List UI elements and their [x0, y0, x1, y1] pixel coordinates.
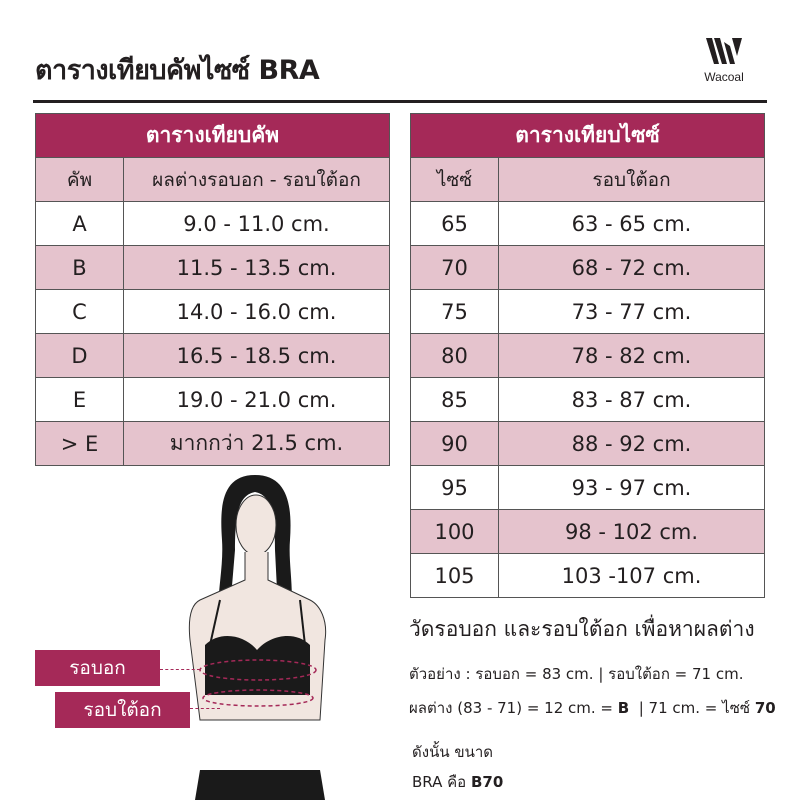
underbust-cell: 73 - 77 cm.: [498, 289, 765, 334]
column-header: คัพ: [35, 157, 124, 202]
table-row: C 14.0 - 16.0 cm.: [35, 289, 390, 334]
diff-cell: 9.0 - 11.0 cm.: [123, 201, 390, 246]
diff-cell: มากกว่า 21.5 cm.: [123, 421, 390, 466]
table-row: 90 88 - 92 cm.: [410, 421, 765, 466]
underbust-pointer-line: [190, 708, 220, 709]
conclusion-text: BRA คือ: [412, 773, 471, 791]
size-cell: 95: [410, 465, 499, 510]
wacoal-w-logo-icon: [706, 38, 742, 64]
cup-cell: A: [35, 201, 124, 246]
bust-pointer-line: [160, 669, 200, 670]
column-header: ไซซ์: [410, 157, 499, 202]
diff-cell: 14.0 - 16.0 cm.: [123, 289, 390, 334]
cup-cell: E: [35, 377, 124, 422]
size-cell: 85: [410, 377, 499, 422]
underbust-cell: 83 - 87 cm.: [498, 377, 765, 422]
instructions-heading: วัดรอบอก และรอบใต้อก เพื่อหาผลต่าง: [409, 617, 755, 641]
table-row: E 19.0 - 21.0 cm.: [35, 377, 390, 422]
table-row: 70 68 - 72 cm.: [410, 245, 765, 290]
underbust-cell: 88 - 92 cm.: [498, 421, 765, 466]
cup-table-title: ตารางเทียบคัพ: [35, 113, 390, 158]
table-row: 85 83 - 87 cm.: [410, 377, 765, 422]
size-comparison-table: ตารางเทียบไซซ์ ไซซ์ รอบใต้อก 65 63 - 65 c…: [410, 113, 765, 598]
size-cell: 65: [410, 201, 499, 246]
table-row: 65 63 - 65 cm.: [410, 201, 765, 246]
underbust-cell: 98 - 102 cm.: [498, 509, 765, 554]
cup-comparison-table: ตารางเทียบคัพ คัพ ผลต่างรอบอก - รอบใต้อก…: [35, 113, 390, 466]
table-row: 80 78 - 82 cm.: [410, 333, 765, 378]
underbust-cell: 103 -107 cm.: [498, 553, 765, 598]
cup-cell: C: [35, 289, 124, 334]
size-cell: 105: [410, 553, 499, 598]
diff-size: 70: [754, 699, 776, 717]
diff-cell: 19.0 - 21.0 cm.: [123, 377, 390, 422]
size-cell: 80: [410, 333, 499, 378]
table-row: 105 103 -107 cm.: [410, 553, 765, 598]
example-line: ตัวอย่าง : รอบอก = 83 cm. | รอบใต้อก = 7…: [409, 665, 744, 683]
column-header: รอบใต้อก: [498, 157, 765, 202]
diff-cup: B: [617, 699, 630, 717]
difference-line: ผลต่าง (83 - 71) = 12 cm. = B | 71 cm. =…: [409, 696, 776, 720]
logo-text: Wacoal: [704, 70, 744, 84]
table-row: D 16.5 - 18.5 cm.: [35, 333, 390, 378]
table-row: A 9.0 - 11.0 cm.: [35, 201, 390, 246]
diff-mid: | 71 cm. = ไซซ์: [629, 699, 755, 717]
cup-cell: > E: [35, 421, 124, 466]
conclusion-line-2: BRA คือ B70: [412, 770, 503, 794]
table-row: B 11.5 - 13.5 cm.: [35, 245, 390, 290]
table-row: > E มากกว่า 21.5 cm.: [35, 421, 390, 466]
column-header: ผลต่างรอบอก - รอบใต้อก: [123, 157, 390, 202]
size-cell: 70: [410, 245, 499, 290]
diff-cell: 11.5 - 13.5 cm.: [123, 245, 390, 290]
underbust-label: รอบใต้อก: [55, 692, 190, 728]
cup-cell: D: [35, 333, 124, 378]
size-table-title: ตารางเทียบไซซ์: [410, 113, 765, 158]
underbust-cell: 63 - 65 cm.: [498, 201, 765, 246]
bust-label: รอบอก: [35, 650, 160, 686]
table-row: 100 98 - 102 cm.: [410, 509, 765, 554]
table-row: 75 73 - 77 cm.: [410, 289, 765, 334]
conclusion-value: B70: [470, 773, 504, 791]
wacoal-logo: Wacoal: [700, 36, 748, 84]
table-row: 95 93 - 97 cm.: [410, 465, 765, 510]
underbust-cell: 68 - 72 cm.: [498, 245, 765, 290]
size-cell: 90: [410, 421, 499, 466]
conclusion-line-1: ดังนั้น ขนาด: [412, 743, 494, 761]
diff-text: ผลต่าง (83 - 71) = 12 cm. =: [409, 699, 618, 717]
underbust-cell: 78 - 82 cm.: [498, 333, 765, 378]
woman-illustration: [188, 475, 327, 800]
size-cell: 75: [410, 289, 499, 334]
page-title: ตารางเทียบคัพไซซ์ BRA: [35, 55, 320, 86]
diff-cell: 16.5 - 18.5 cm.: [123, 333, 390, 378]
cup-cell: B: [35, 245, 124, 290]
title-divider: [33, 100, 767, 103]
size-cell: 100: [410, 509, 499, 554]
underbust-cell: 93 - 97 cm.: [498, 465, 765, 510]
